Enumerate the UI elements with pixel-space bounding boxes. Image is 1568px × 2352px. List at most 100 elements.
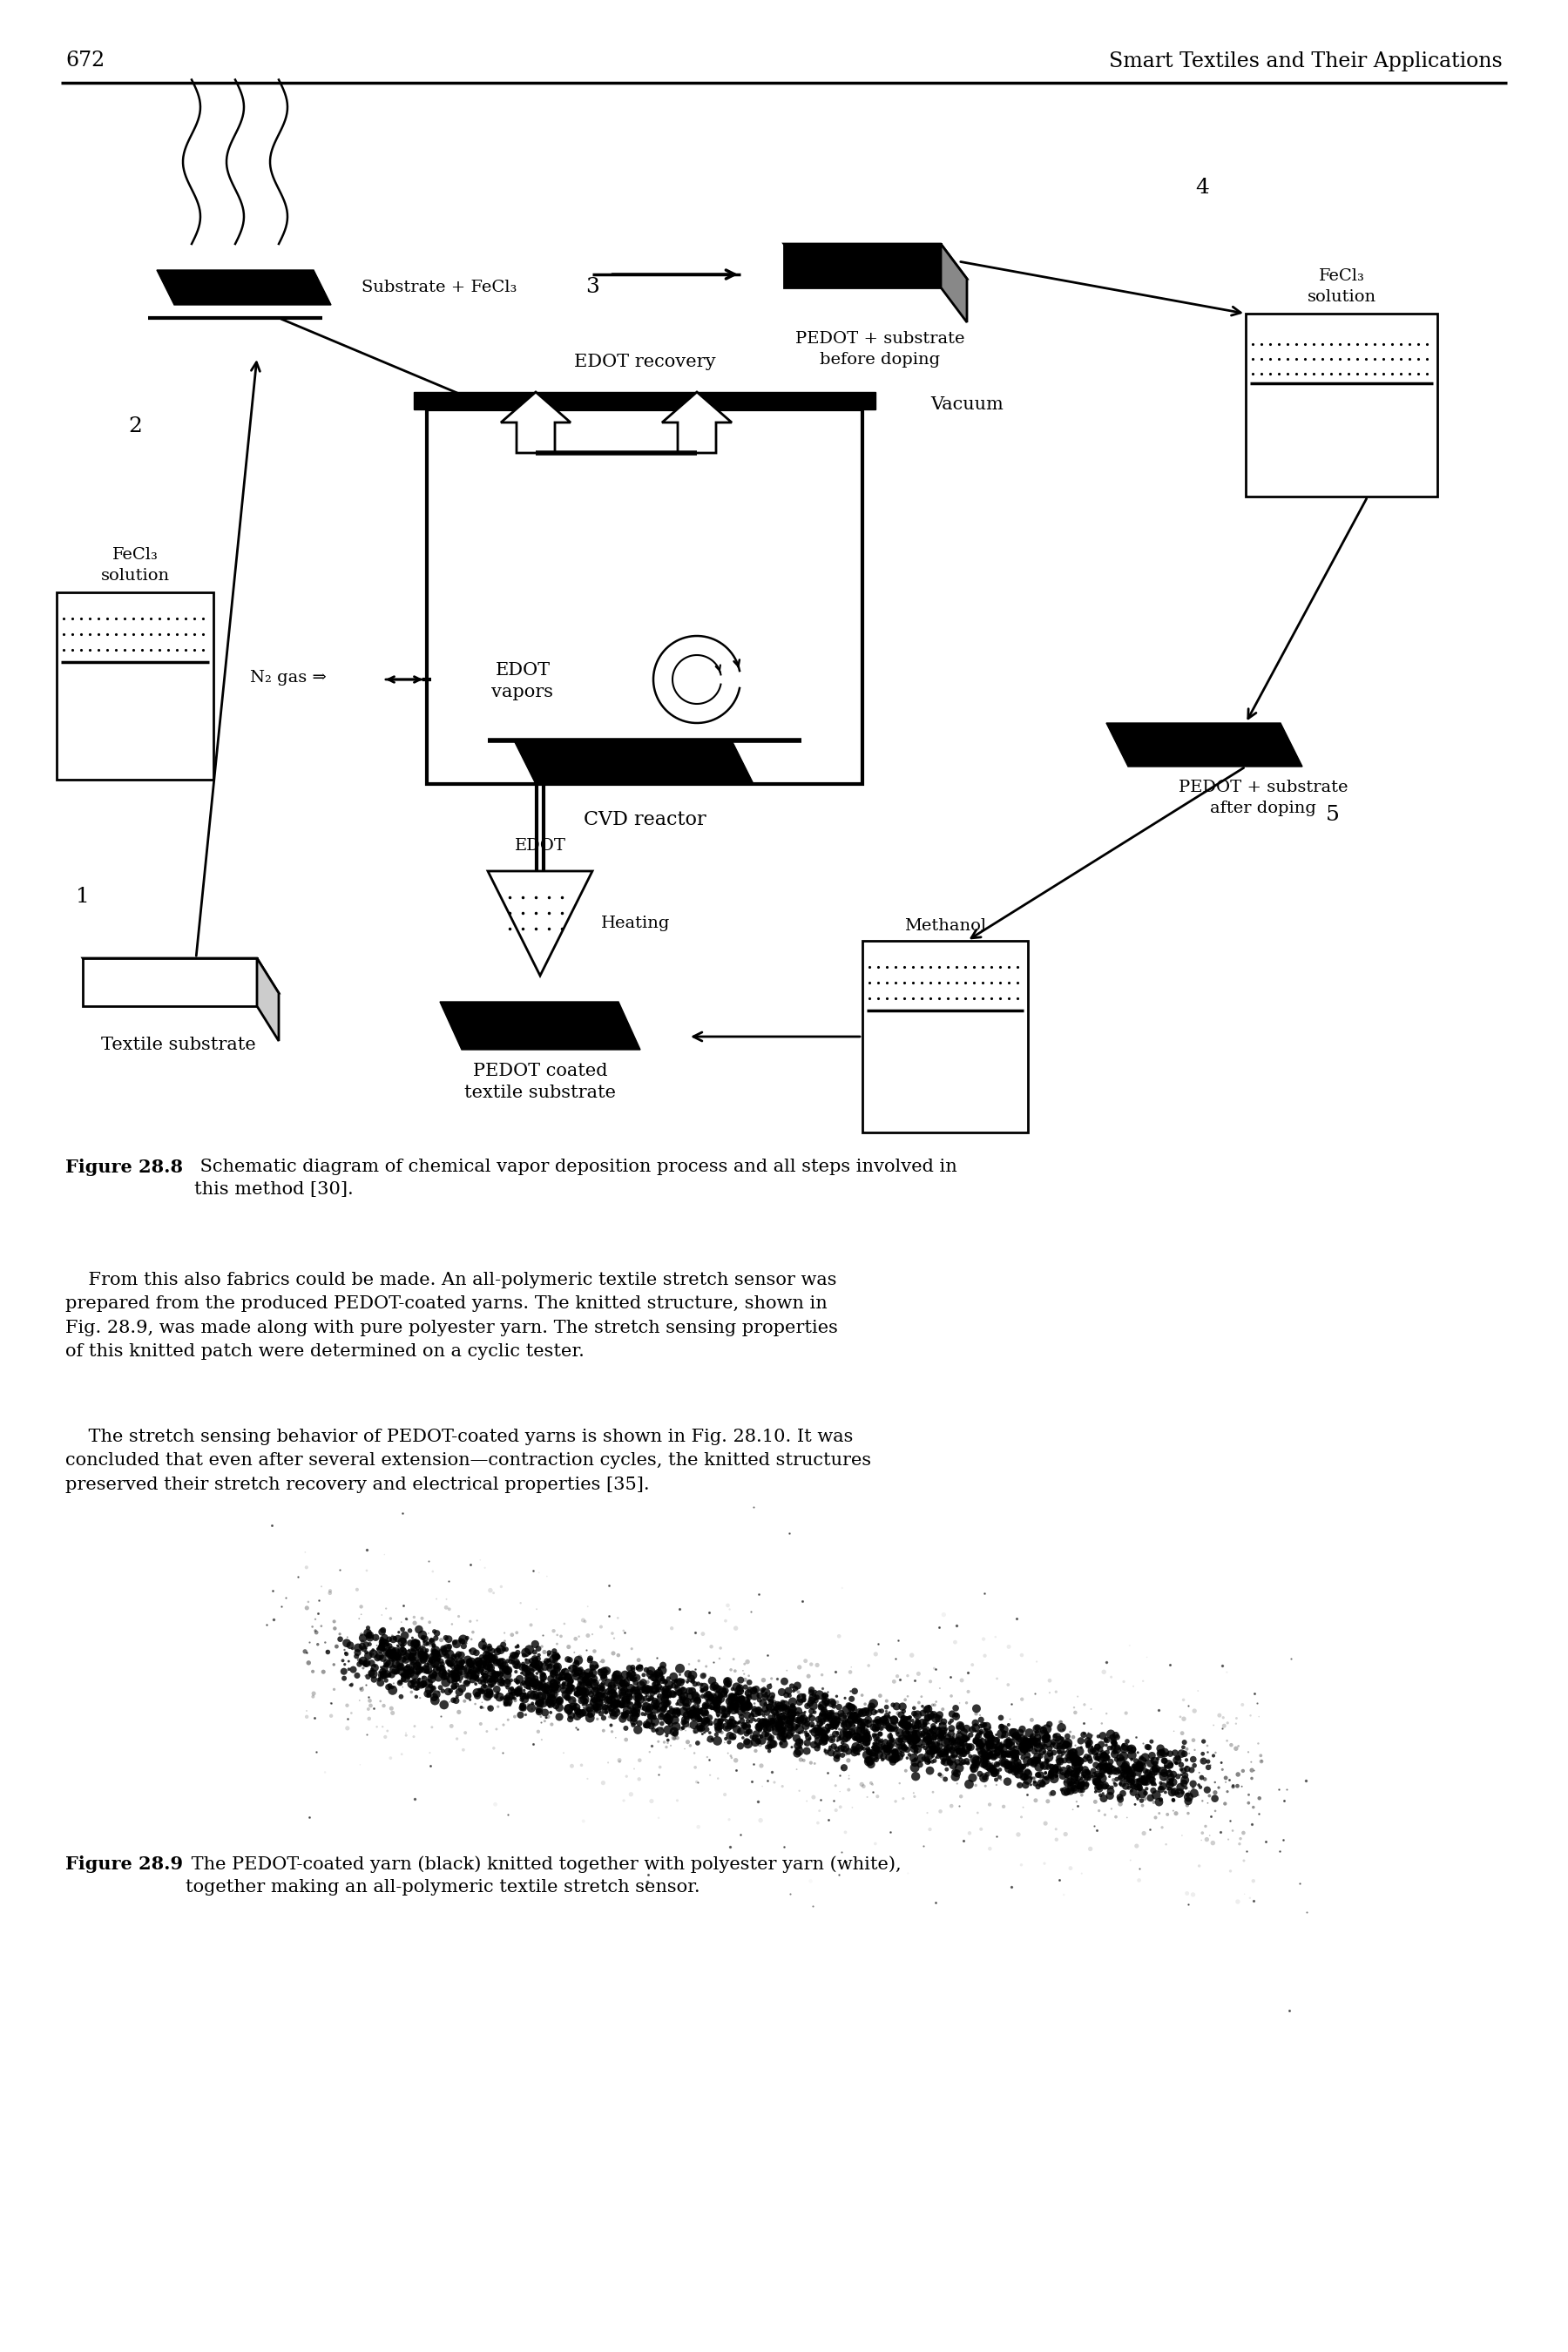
Point [894, 1708, 919, 1745]
Point [877, 1698, 902, 1736]
Point [1011, 1748, 1036, 1785]
Point [695, 1703, 720, 1740]
Point [452, 1628, 477, 1665]
Point [1126, 1780, 1151, 1818]
Point [775, 1691, 800, 1729]
Point [1118, 1755, 1143, 1792]
Point [463, 1658, 488, 1696]
Point [613, 1696, 638, 1733]
Point [1024, 1740, 1049, 1778]
Point [1066, 1743, 1091, 1780]
Point [475, 1677, 500, 1715]
Point [403, 1623, 428, 1661]
Point [1062, 1759, 1087, 1797]
Point [637, 1698, 662, 1736]
Point [596, 1672, 621, 1710]
Point [1162, 1773, 1187, 1811]
Point [596, 1682, 621, 1719]
Point [927, 1700, 952, 1738]
Point [516, 1653, 541, 1691]
Point [872, 1703, 897, 1740]
Point [627, 1740, 652, 1778]
Point [687, 1700, 712, 1738]
Point [1134, 1762, 1159, 1799]
Point [840, 1696, 866, 1733]
Point [405, 1625, 430, 1663]
Point [390, 1661, 416, 1698]
Point [731, 1689, 756, 1726]
Point [643, 1675, 668, 1712]
Point [909, 1710, 935, 1748]
Point [401, 1717, 426, 1755]
Point [944, 1722, 969, 1759]
Point [941, 1722, 966, 1759]
Point [1115, 1750, 1140, 1788]
Point [842, 1715, 867, 1752]
Point [602, 1665, 627, 1703]
Point [1174, 1750, 1200, 1788]
Point [522, 1672, 547, 1710]
Point [474, 1630, 499, 1668]
Point [870, 1729, 895, 1766]
Point [809, 1656, 834, 1693]
Point [812, 1698, 837, 1736]
Point [847, 1693, 872, 1731]
Point [522, 1677, 547, 1715]
Point [470, 1651, 495, 1689]
Point [856, 1646, 881, 1684]
Point [624, 1658, 649, 1696]
Point [315, 1632, 340, 1670]
Point [985, 1745, 1010, 1783]
Point [1170, 1736, 1195, 1773]
Point [804, 1646, 829, 1684]
Point [1126, 1733, 1151, 1771]
Point [734, 1722, 759, 1759]
Point [1052, 1733, 1077, 1771]
Point [657, 1670, 682, 1708]
Point [1068, 1743, 1093, 1780]
Point [436, 1651, 461, 1689]
Point [682, 1686, 707, 1724]
Point [1113, 1766, 1138, 1804]
Point [444, 1677, 469, 1715]
Point [441, 1639, 466, 1677]
Point [748, 1717, 773, 1755]
Point [760, 1700, 786, 1738]
Point [1171, 1682, 1196, 1719]
Point [406, 1670, 431, 1708]
Point [925, 1719, 950, 1757]
Point [1055, 1752, 1080, 1790]
Point [1047, 1703, 1073, 1740]
Point [558, 1661, 583, 1698]
Point [405, 1637, 430, 1675]
Point [853, 1724, 878, 1762]
Point [378, 1635, 403, 1672]
Point [877, 1710, 902, 1748]
Point [1236, 1776, 1261, 1813]
Point [1094, 1722, 1120, 1759]
Point [1055, 1731, 1080, 1769]
Point [723, 1651, 748, 1689]
Point [522, 1639, 547, 1677]
Point [1134, 1771, 1159, 1809]
Point [571, 1686, 596, 1724]
Point [539, 1705, 564, 1743]
Point [474, 1663, 499, 1700]
Point [933, 1724, 958, 1762]
Point [596, 1675, 621, 1712]
Point [797, 1733, 822, 1771]
Point [1076, 1755, 1101, 1792]
Point [588, 1653, 613, 1691]
Point [560, 1689, 585, 1726]
Point [605, 1670, 630, 1708]
Point [985, 1722, 1010, 1759]
Point [1058, 1733, 1083, 1771]
Point [1065, 1755, 1090, 1792]
Point [1140, 1764, 1165, 1802]
Point [939, 1719, 964, 1757]
Point [572, 1672, 597, 1710]
Point [1112, 1738, 1137, 1776]
Point [368, 1621, 394, 1658]
Point [582, 1679, 607, 1717]
Point [652, 1675, 677, 1712]
